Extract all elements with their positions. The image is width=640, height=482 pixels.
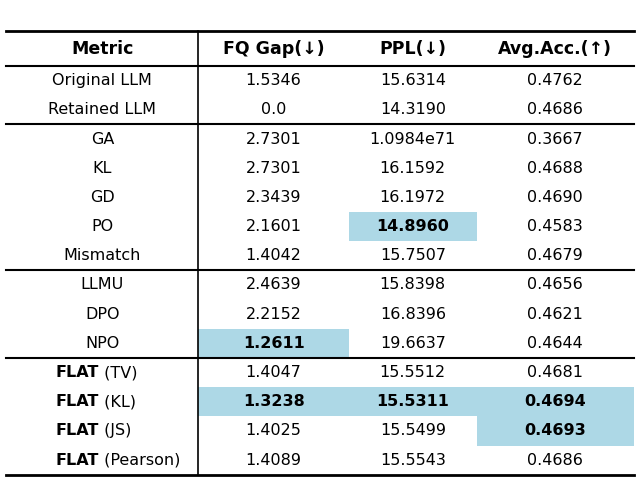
- Text: DPO: DPO: [85, 307, 120, 321]
- Text: 16.1592: 16.1592: [380, 161, 446, 176]
- Text: (JS): (JS): [99, 424, 132, 439]
- Text: FLAT: FLAT: [56, 365, 99, 380]
- Text: 15.5499: 15.5499: [380, 424, 446, 439]
- Text: FQ Gap(↓): FQ Gap(↓): [223, 40, 324, 58]
- Text: GD: GD: [90, 190, 115, 205]
- Bar: [349, 212, 477, 241]
- Bar: [477, 416, 634, 445]
- Bar: [477, 387, 634, 416]
- Text: 0.4690: 0.4690: [527, 190, 583, 205]
- Text: 0.4679: 0.4679: [527, 248, 583, 263]
- Text: 0.3667: 0.3667: [527, 132, 583, 147]
- Text: 1.3238: 1.3238: [243, 394, 305, 409]
- Text: 0.4656: 0.4656: [527, 278, 583, 293]
- Text: 0.0: 0.0: [261, 102, 286, 117]
- Text: KL: KL: [93, 161, 112, 176]
- Text: 16.1972: 16.1972: [380, 190, 446, 205]
- Text: Avg.Acc.(↑): Avg.Acc.(↑): [498, 40, 612, 58]
- Text: (KL): (KL): [99, 394, 136, 409]
- Text: FLAT: FLAT: [56, 453, 99, 468]
- Text: 16.8396: 16.8396: [380, 307, 446, 321]
- Text: 0.4694: 0.4694: [524, 394, 586, 409]
- Text: 0.4762: 0.4762: [527, 73, 583, 88]
- Bar: [349, 387, 477, 416]
- Text: FLAT: FLAT: [56, 394, 99, 409]
- Text: 15.8398: 15.8398: [380, 278, 446, 293]
- Text: 0.4686: 0.4686: [527, 453, 583, 468]
- Text: 19.6637: 19.6637: [380, 336, 445, 351]
- Text: FLAT: FLAT: [56, 424, 99, 439]
- Text: LLMU: LLMU: [81, 278, 124, 293]
- Text: 15.7507: 15.7507: [380, 248, 446, 263]
- Text: 0.4693: 0.4693: [524, 424, 586, 439]
- Text: 2.4639: 2.4639: [246, 278, 301, 293]
- Text: 15.6314: 15.6314: [380, 73, 446, 88]
- Text: 14.8960: 14.8960: [376, 219, 449, 234]
- Text: 0.4688: 0.4688: [527, 161, 583, 176]
- Text: 0.4621: 0.4621: [527, 307, 583, 321]
- Text: 1.2611: 1.2611: [243, 336, 305, 351]
- Text: 1.4025: 1.4025: [246, 424, 301, 439]
- Text: 1.0984e71: 1.0984e71: [370, 132, 456, 147]
- Text: PO: PO: [92, 219, 113, 234]
- Text: 2.7301: 2.7301: [246, 132, 301, 147]
- Text: Retained LLM: Retained LLM: [49, 102, 156, 117]
- Text: GA: GA: [91, 132, 114, 147]
- Bar: [198, 329, 349, 358]
- Text: (Pearson): (Pearson): [99, 453, 180, 468]
- Text: 1.4042: 1.4042: [246, 248, 301, 263]
- Text: Original LLM: Original LLM: [52, 73, 152, 88]
- Text: 1.4047: 1.4047: [246, 365, 301, 380]
- Text: Mismatch: Mismatch: [64, 248, 141, 263]
- Text: 0.4681: 0.4681: [527, 365, 583, 380]
- Text: 1.5346: 1.5346: [246, 73, 301, 88]
- Text: 2.7301: 2.7301: [246, 161, 301, 176]
- Bar: [198, 387, 349, 416]
- Text: (TV): (TV): [99, 365, 138, 380]
- Text: 1.4089: 1.4089: [246, 453, 301, 468]
- Text: Metric: Metric: [71, 40, 134, 58]
- Text: 2.3439: 2.3439: [246, 190, 301, 205]
- Text: 0.4644: 0.4644: [527, 336, 583, 351]
- Text: 14.3190: 14.3190: [380, 102, 446, 117]
- Text: 15.5543: 15.5543: [380, 453, 445, 468]
- Text: 0.4583: 0.4583: [527, 219, 583, 234]
- Text: 0.4686: 0.4686: [527, 102, 583, 117]
- Text: 2.1601: 2.1601: [246, 219, 301, 234]
- Text: 15.5311: 15.5311: [376, 394, 449, 409]
- Text: PPL(↓): PPL(↓): [380, 40, 446, 58]
- Text: 2.2152: 2.2152: [246, 307, 301, 321]
- Text: 15.5512: 15.5512: [380, 365, 446, 380]
- Text: NPO: NPO: [85, 336, 120, 351]
